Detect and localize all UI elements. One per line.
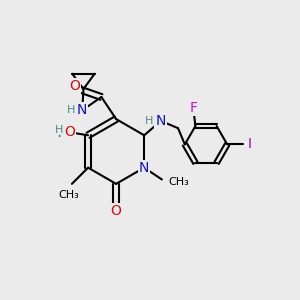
Text: H: H: [67, 105, 75, 115]
Text: N: N: [155, 114, 166, 128]
Text: N: N: [139, 161, 149, 175]
Text: O: O: [111, 204, 122, 218]
Text: F: F: [190, 101, 198, 115]
Text: O: O: [70, 79, 80, 93]
Text: N: N: [76, 103, 87, 117]
Text: CH₃: CH₃: [58, 190, 79, 200]
Text: I: I: [247, 137, 251, 152]
Text: O: O: [64, 125, 75, 139]
Text: ·: ·: [57, 128, 62, 146]
Text: CH₃: CH₃: [168, 177, 189, 187]
Text: H: H: [55, 125, 63, 135]
Text: H: H: [145, 116, 153, 126]
